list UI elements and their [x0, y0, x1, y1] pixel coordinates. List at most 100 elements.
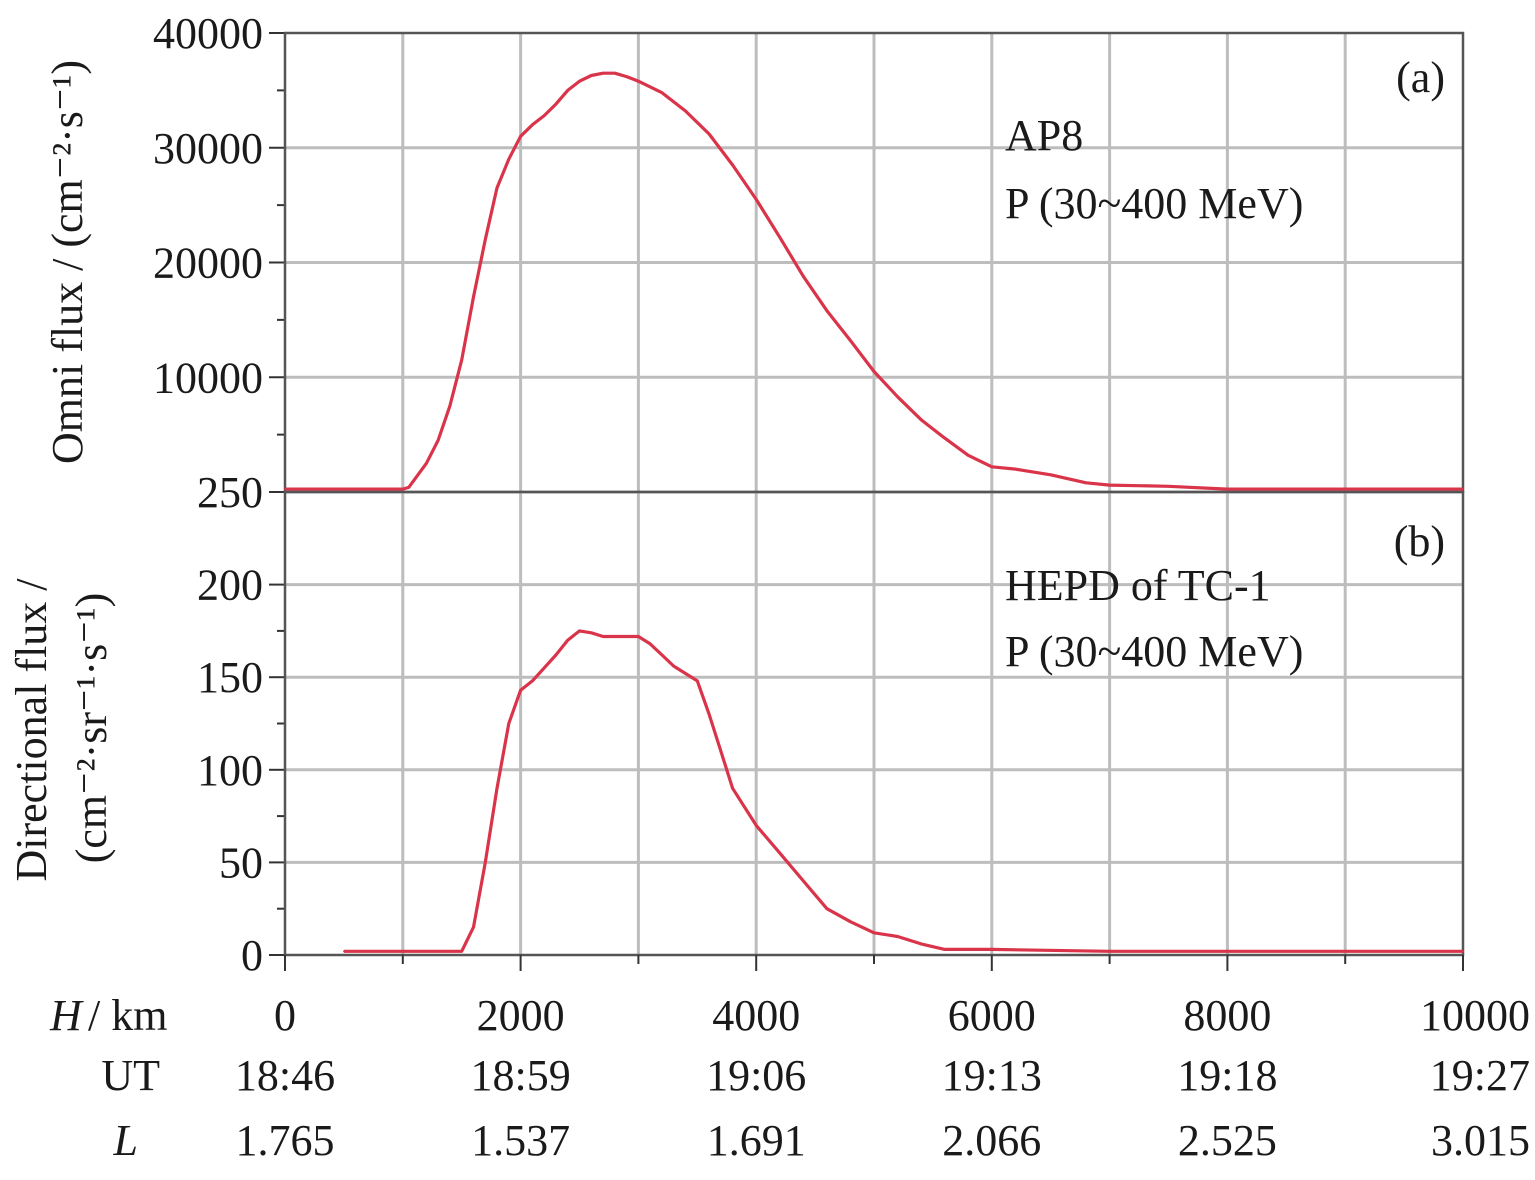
panel-b-ytick-label-4: 200 — [197, 561, 263, 610]
x-l-value-3: 2.066 — [942, 1116, 1041, 1165]
panel-a-series-point-3 — [425, 462, 428, 465]
panel-b-series-point-23 — [708, 713, 710, 716]
panel-a-series-point-7 — [472, 296, 475, 298]
x-h-value-2: 4000 — [712, 991, 800, 1040]
panel-a-ytick-label-1: 10000 — [153, 353, 263, 402]
panel-b-series-point-7 — [519, 689, 522, 692]
panel-b-series-point-12 — [578, 630, 581, 632]
x-h-value-5: 10000 — [1420, 991, 1530, 1040]
panel-b-series-point-19 — [661, 654, 663, 656]
panel-a-series-point-24 — [708, 133, 710, 135]
x-axis-row-labels: H / km UT L — [49, 991, 167, 1165]
panel-b-ytick-label-3: 150 — [197, 653, 263, 702]
panel-a-ytick-label-4: 40000 — [153, 9, 263, 58]
panel-a-series-point-8 — [484, 238, 487, 241]
panel-b-series-point-28 — [802, 880, 805, 882]
panel-b-series-point-11 — [566, 639, 569, 642]
x-l-value-5: 3.015 — [1431, 1116, 1530, 1165]
panel-a-series-point-43 — [1344, 488, 1347, 490]
panel-a-series-point-15 — [566, 89, 569, 92]
panel-b-annotation-line2: P (30~400 MeV) — [1005, 627, 1303, 676]
x-ut-value-0: 18:46 — [235, 1051, 335, 1100]
panel-a-y-axis-title: Omni flux / (cm⁻²·s⁻¹) — [43, 60, 92, 464]
x-l-value-1: 1.537 — [471, 1116, 570, 1165]
x-ut-value-1: 18:59 — [470, 1051, 570, 1100]
panel-a-annotation-line1: AP8 — [1005, 111, 1083, 160]
panel-b-y-axis-title-line1: Directional flux / — [7, 578, 56, 882]
panel-b-series-point-6 — [507, 722, 510, 725]
panel-b-series-line-0 — [343, 629, 1463, 953]
panel-b-label: (b) — [1394, 517, 1445, 566]
panel-a-series-point-11 — [519, 135, 522, 138]
x-h-value-0: 0 — [274, 991, 296, 1040]
x-row-label-l: L — [113, 1116, 138, 1165]
panel-b-series-point-0 — [343, 950, 345, 953]
panel-b-series-point-3 — [472, 926, 475, 929]
panel-a-annotation-line2: P (30~400 MeV) — [1005, 179, 1303, 228]
x-h-value-1: 2000 — [477, 991, 565, 1040]
panel-a-series-point-44 — [1462, 488, 1464, 490]
x-row-label-h-unit: / km — [88, 991, 167, 1040]
panel-b-series-point-36 — [1108, 950, 1111, 953]
panel-a-omni-flux: 250 10000 20000 30000 40000 — [153, 9, 1465, 517]
panel-b-series-point-32 — [896, 935, 899, 938]
panel-a-series-point-5 — [449, 405, 451, 407]
panel-b-series-point-31 — [873, 931, 875, 934]
panel-a-series-point-18 — [602, 72, 604, 75]
panel-b-annotation-line1: HEPD of TC-1 — [1005, 561, 1271, 610]
panel-a-series-point-33 — [920, 418, 922, 421]
x-ut-value-3: 19:13 — [942, 1051, 1042, 1100]
panel-a-series-point-37 — [1014, 468, 1017, 470]
x-l-value-0: 1.765 — [236, 1116, 335, 1165]
panel-b-series-point-33 — [920, 943, 922, 945]
x-ut-value-4: 19:18 — [1177, 1051, 1277, 1100]
panel-a-series-point-30 — [849, 339, 852, 342]
panel-a-series-point-14 — [555, 103, 557, 105]
panel-b-series-point-30 — [849, 920, 852, 923]
panel-b-ytick-label-1: 50 — [219, 838, 263, 887]
panel-a-ytick-label-3: 30000 — [153, 124, 263, 173]
panel-a-series-point-39 — [1085, 481, 1087, 484]
panel-b-series-point-15 — [613, 635, 616, 638]
panel-a-series-point-27 — [778, 236, 781, 239]
panel-b-y-axis-title-line2: (cm⁻²·sr⁻¹·s⁻¹) — [67, 593, 116, 864]
panel-b-series-point-25 — [731, 787, 734, 790]
panel-b-series-point-13 — [590, 631, 593, 634]
panel-a-series-point-10 — [507, 158, 510, 161]
panel-a-series-point-17 — [590, 74, 593, 77]
panel-a-series-point-32 — [896, 395, 899, 398]
panel-b-series-point-1 — [401, 950, 404, 953]
panel-a-series-point-12 — [531, 123, 534, 126]
panel-b-ytick-label-0: 0 — [241, 931, 263, 980]
panel-b-series-point-22 — [696, 680, 699, 682]
panel-b-series-point-10 — [555, 654, 557, 656]
panel-a-series-point-26 — [755, 198, 758, 201]
panel-a-series-point-19 — [613, 72, 616, 75]
x-l-value-4: 2.525 — [1178, 1116, 1277, 1165]
panel-a-series-point-0 — [284, 488, 286, 490]
panel-a-label: (a) — [1396, 53, 1445, 102]
panel-a-series-point-35 — [967, 454, 970, 457]
panel-a-series-point-1 — [401, 488, 404, 490]
panel-b-series-point-29 — [826, 907, 828, 910]
x-l-value-2: 1.691 — [707, 1116, 806, 1165]
panel-b-series-point-34 — [943, 948, 946, 951]
panel-b-series-point-17 — [637, 635, 640, 638]
panel-a-series-point-23 — [684, 110, 687, 112]
panel-b-series-point-18 — [649, 643, 652, 645]
panel-b-series-point-2 — [460, 950, 463, 953]
panel-b-series-point-5 — [496, 787, 498, 790]
panel-b-series-point-38 — [1462, 950, 1464, 953]
panel-b-directional-flux: 0 50 100 150 200 — [197, 490, 1465, 980]
panel-b-series-point-37 — [1226, 950, 1229, 953]
panel-b-series-point-8 — [531, 680, 534, 682]
panel-a-series-point-41 — [1167, 485, 1170, 488]
panel-a-series-point-9 — [496, 187, 498, 189]
panel-a-series-point-34 — [943, 437, 946, 439]
x-ut-value-2: 19:06 — [706, 1051, 806, 1100]
panel-b-series-point-21 — [684, 672, 687, 675]
panel-a-series-point-28 — [802, 275, 805, 278]
x-row-label-ut: UT — [101, 1051, 160, 1100]
panel-b-series-point-27 — [778, 852, 781, 854]
